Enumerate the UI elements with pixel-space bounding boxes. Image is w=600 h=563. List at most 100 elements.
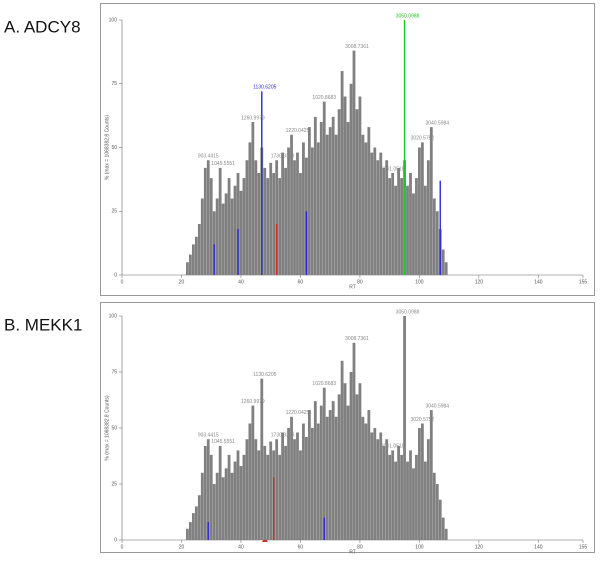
peak-bar: [382, 167, 386, 275]
peak-bar: [355, 394, 359, 540]
peak-annotation: 903.4415: [198, 433, 219, 439]
peak-bar: [376, 439, 380, 540]
peak-annotation: 3008.7361: [345, 44, 369, 50]
peak-bar: [269, 441, 273, 540]
peak-bar: [305, 436, 308, 540]
peak-bar: [296, 152, 299, 275]
peak-bar: [337, 109, 341, 275]
peak-bar: [316, 423, 320, 540]
peak-bar: [349, 372, 353, 540]
peak-bar: [233, 461, 237, 540]
peak-annotation: 3050.0988: [396, 13, 420, 19]
peak-bar: [200, 472, 204, 540]
peak-bar: [388, 178, 392, 275]
peak-bar: [284, 445, 287, 540]
peak-bar: [403, 316, 406, 540]
x-tick-label: 140: [534, 544, 543, 550]
peak-bar: [212, 484, 216, 540]
peak-bar: [272, 477, 275, 540]
peak-bar: [364, 423, 368, 540]
peak-bar: [313, 401, 317, 540]
peak-annotation: 1730.9378: [271, 433, 295, 439]
peak-bar: [191, 513, 195, 540]
peak-bar: [290, 416, 293, 540]
peak-bar: [400, 178, 403, 275]
peak-bar: [379, 152, 383, 275]
peak-bar: [215, 472, 219, 540]
peak-bar: [328, 410, 332, 540]
peak-bar: [441, 517, 445, 540]
peak-bar: [236, 450, 240, 540]
peak-bar: [343, 96, 347, 275]
peak-bar: [319, 122, 323, 275]
peak-bar: [230, 198, 234, 275]
peak-bar: [299, 173, 302, 275]
peak-bar: [239, 466, 243, 540]
peak-bar: [352, 342, 356, 540]
peak-bar: [426, 439, 430, 540]
peak-bar: [203, 167, 207, 275]
peak-bar: [275, 224, 278, 275]
peak-bar: [432, 472, 436, 540]
x-tick-label: 80: [357, 279, 363, 285]
peak-bar: [429, 410, 433, 540]
peak-annotation: 3020.5752: [411, 136, 435, 142]
x-tick-label: 40: [238, 279, 244, 285]
y-tick-label: 0: [114, 537, 117, 543]
peak-bar: [358, 96, 362, 275]
peak-bar: [263, 445, 267, 540]
peak-bar: [254, 439, 258, 540]
x-tick-label: 140: [534, 279, 543, 285]
peak-bar: [260, 378, 264, 540]
peak-bar: [275, 160, 279, 275]
peak-bar: [251, 122, 255, 275]
y-tick-label: 0: [114, 272, 117, 278]
x-tick-label: 100: [415, 544, 424, 550]
peak-bar: [221, 203, 225, 275]
y-tick-label: 75: [111, 369, 117, 375]
peak-bar: [261, 91, 263, 276]
peak-bar: [388, 454, 392, 540]
peak-bar: [257, 173, 261, 275]
peak-bar: [355, 109, 359, 275]
peak-bar: [385, 160, 389, 275]
peak-bar: [263, 167, 267, 275]
peak-bar: [415, 178, 418, 275]
peak-bar: [224, 468, 228, 540]
peak-bar: [331, 401, 335, 540]
peak-bar: [394, 461, 398, 540]
peak-bar: [346, 405, 350, 540]
peak-bar: [194, 236, 198, 275]
peak-bar: [325, 416, 329, 540]
y-tick-label: 50: [111, 145, 117, 151]
peak-bar: [275, 439, 279, 540]
y-axis-label: % (max = 1068382.8 Counts): [104, 115, 110, 181]
peak-bar: [394, 185, 398, 275]
peak-bar: [287, 147, 290, 275]
y-tick-label: 25: [111, 209, 117, 215]
peak-bar: [412, 193, 415, 275]
x-tick-label: 60: [298, 544, 304, 550]
peak-bar: [233, 185, 237, 275]
peak-bar: [257, 450, 261, 540]
peak-annotation: 903.4415: [198, 154, 219, 160]
peak-annotation: 3020.5752: [411, 417, 435, 423]
peak-bar: [400, 454, 403, 540]
peak-bar: [397, 445, 400, 540]
peak-bar: [334, 134, 338, 275]
peak-bar: [218, 445, 222, 540]
peak-bar: [242, 178, 246, 275]
peak-annotation: 3040.5984: [425, 120, 449, 126]
peak-bar: [406, 461, 409, 540]
peak-bar: [296, 432, 299, 540]
peak-bar: [334, 416, 338, 540]
peak-annotation: 1045.5551: [211, 161, 235, 167]
peak-bar: [287, 428, 290, 540]
peak-bar: [248, 142, 252, 275]
x-tick-label: 20: [179, 279, 185, 285]
peak-bar: [266, 178, 270, 275]
peak-annotation: 3040.5984: [425, 403, 449, 409]
peak-bar: [209, 454, 213, 540]
peak-bar: [423, 185, 427, 275]
